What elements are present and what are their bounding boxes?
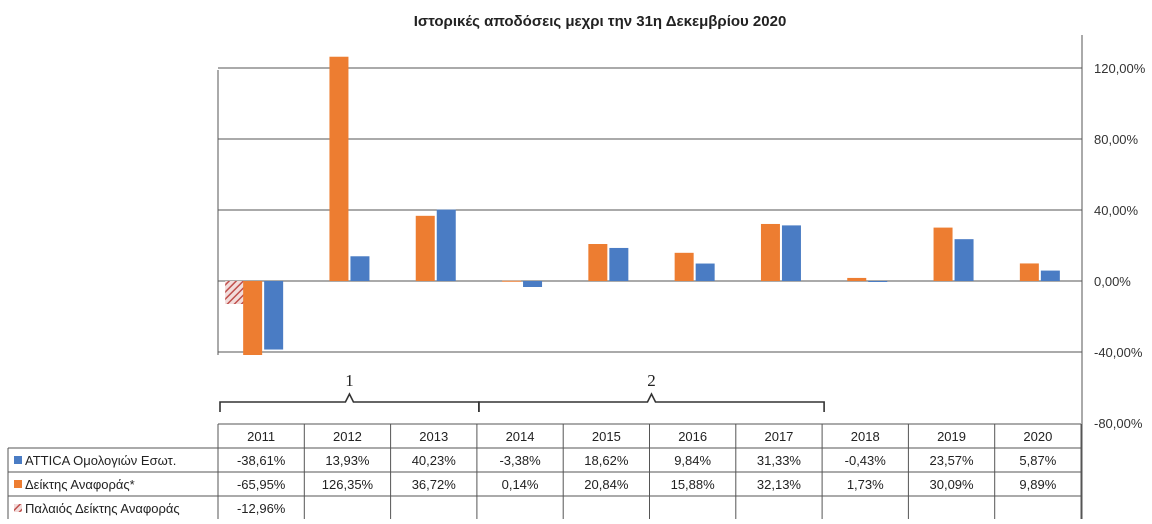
table-cell: -38,61% [237,453,286,468]
bar [523,281,543,287]
table-cell: 9,89% [1019,477,1056,492]
bar [329,56,349,282]
y-tick-label: 40,00% [1094,203,1139,218]
table-cell: 0,14% [502,477,539,492]
table-cell: 23,57% [930,453,975,468]
legend-swatch [14,504,22,512]
bar [954,239,974,281]
table-cell: 15,88% [671,477,716,492]
table-cell: 31,33% [757,453,802,468]
legend-label: Παλαιός Δείκτης Αναφοράς [25,501,180,516]
table-cell: -12,96% [237,501,286,516]
bar [868,281,888,282]
bars [225,56,1060,355]
table-header-cell: 2013 [419,429,448,444]
chart-title: Ιστορικές αποδόσεις μεχρι την 31η Δεκεμβ… [414,13,787,30]
legend-label: ATTICA Ομολογιών Εσωτ. [25,453,176,468]
bar [264,281,284,350]
data-table: 2011 2012 2013 2014 2015 2016 2017 2018 2019 2020… [7,423,1082,521]
y-tick-label: -80,00% [1094,416,1143,431]
table-cell: 36,72% [412,477,457,492]
table-cell: 13,93% [325,453,370,468]
bracket [219,392,480,412]
bar [933,227,953,281]
table-header-cell: 2015 [592,429,621,444]
table-cell: 5,87% [1019,453,1056,468]
table-header-cell: 2012 [333,429,362,444]
table-header-cell: 2018 [851,429,880,444]
table-header-cell: 2014 [506,429,535,444]
y-tick-label: 0,00% [1094,274,1131,289]
table-cell: 126,35% [322,477,374,492]
table-cell: 1,73% [847,477,884,492]
bracket [478,392,825,412]
table-cell: 9,84% [674,453,711,468]
bar [695,263,715,281]
table-header-cell: 2020 [1023,429,1052,444]
y-tick-label: 120,00% [1094,61,1146,76]
legend-label: Δείκτης Αναφοράς* [25,477,135,492]
table-cell: -3,38% [499,453,541,468]
bar [760,223,780,281]
bracket-label: 2 [647,371,656,390]
table-header-cell: 2017 [764,429,793,444]
bar [415,215,435,281]
table-header-cell: 2011 [247,429,275,444]
table-header-cell: 2016 [678,429,707,444]
bar [609,247,629,281]
bracket-label: 1 [345,371,354,390]
bar [350,256,370,281]
table-cell: 40,23% [412,453,457,468]
table-cell: 18,62% [584,453,629,468]
bar [243,281,263,355]
bar [674,252,694,281]
bar [588,244,608,281]
legend-swatch [14,456,22,464]
bar [502,280,522,282]
table-cell: 20,84% [584,477,629,492]
bar [436,209,456,281]
bar [781,225,801,281]
bar [225,281,245,305]
y-axis: 120,00% 80,00% 40,00% 0,00% -40,00% -80,00% [217,35,1146,519]
bar [1019,263,1039,281]
table-cell: 32,13% [757,477,802,492]
bar [847,277,867,281]
table-cell: -0,43% [845,453,887,468]
bar [1040,270,1060,281]
legend-swatch [14,480,22,488]
table-cell: 30,09% [930,477,975,492]
y-tick-label: 80,00% [1094,132,1139,147]
table-cell: -65,95% [237,477,286,492]
table-header-cell: 2019 [937,429,966,444]
y-tick-label: -40,00% [1094,345,1143,360]
